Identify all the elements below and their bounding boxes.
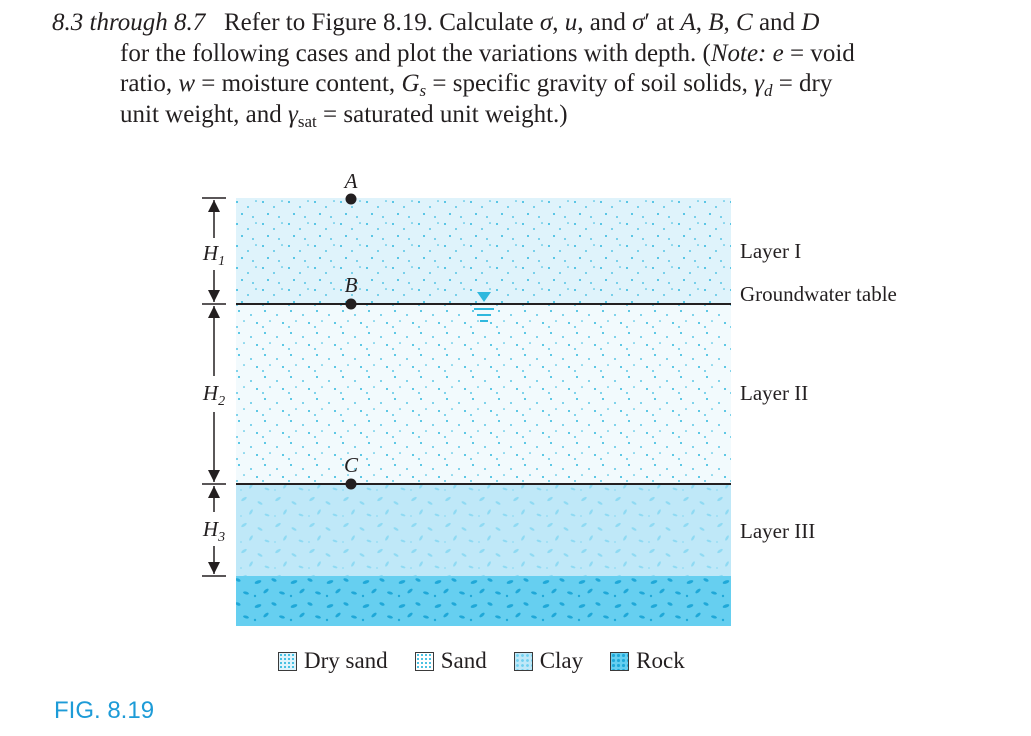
point-c-label: C xyxy=(344,453,359,477)
legend-label-sand: Sand xyxy=(440,648,487,673)
layer-2-label: Layer II xyxy=(740,381,808,405)
legend-label-dry-sand: Dry sand xyxy=(304,648,388,673)
dry-sand-swatch xyxy=(278,651,297,671)
legend-label-rock: Rock xyxy=(636,648,685,673)
layer-1-label: Layer I xyxy=(740,239,801,263)
legend-item-dry-sand: Dry sand xyxy=(278,648,388,674)
dimension-lines xyxy=(202,197,226,577)
point-c-marker xyxy=(345,478,357,490)
legend-item-sand: Sand xyxy=(414,648,487,674)
groundwater-table-label: Groundwater table xyxy=(740,282,897,306)
problem-line-4: unit weight, and γsat = saturated unit w… xyxy=(120,100,568,131)
point-a-marker xyxy=(345,193,357,205)
legend-item-rock: Rock xyxy=(610,648,685,674)
layer-3-label: Layer III xyxy=(740,519,815,543)
dimension-h3: H3 xyxy=(202,517,225,545)
problem-line-1: Refer to Figure 8.19. Calculate σ, u, an… xyxy=(224,9,820,36)
problem-number: 8.3 through 8.7 xyxy=(52,9,206,36)
point-a-label: A xyxy=(343,169,358,193)
dimension-h2: H2 xyxy=(202,381,225,409)
legend: Dry sand Sand Clay Rock xyxy=(278,647,685,675)
problem-statement: 8.3 through 8.7 Refer to Figure 8.19. Ca… xyxy=(52,8,992,130)
rock-layer xyxy=(236,576,731,626)
rock-swatch xyxy=(610,651,630,671)
problem-line-3: ratio, w = moisture content, Gs = specif… xyxy=(120,70,833,100)
sand-swatch xyxy=(414,651,434,671)
problem-line-2: for the following cases and plot the var… xyxy=(120,39,855,67)
figure-caption: FIG. 8.19 xyxy=(54,697,155,724)
dimension-h1: H1 xyxy=(202,241,225,269)
soil-profile-figure: A B C H1 H2 H3 Layer I Groundwater table… xyxy=(202,169,897,626)
layer-2-sand xyxy=(236,304,731,484)
layer-3-clay xyxy=(236,484,731,576)
legend-item-clay: Clay xyxy=(513,648,584,674)
point-b-marker xyxy=(345,298,357,310)
legend-label-clay: Clay xyxy=(539,648,584,673)
layer-1-dry-sand xyxy=(236,198,731,304)
water-table-symbol xyxy=(474,292,494,322)
point-b-label: B xyxy=(345,273,358,297)
clay-swatch xyxy=(513,651,533,671)
